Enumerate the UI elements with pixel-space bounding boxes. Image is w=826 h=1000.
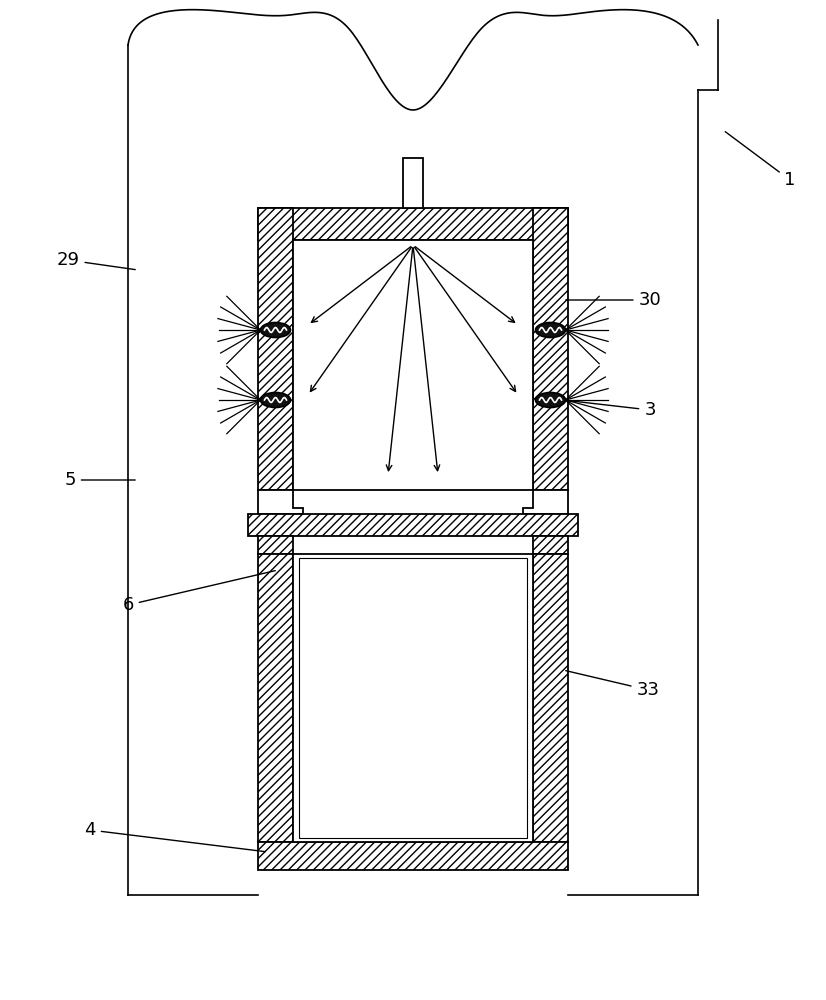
Ellipse shape (260, 392, 291, 408)
Bar (293, 554, 533, 842)
Bar (293, 240, 533, 490)
Text: 1: 1 (725, 132, 795, 189)
Bar (533, 554, 568, 842)
Text: 29: 29 (56, 251, 135, 270)
Ellipse shape (535, 392, 566, 408)
Text: 30: 30 (566, 291, 662, 309)
Polygon shape (258, 490, 303, 514)
Text: 4: 4 (84, 821, 265, 852)
Text: 6: 6 (122, 571, 275, 614)
Polygon shape (523, 490, 568, 514)
Bar (248, 514, 578, 536)
Bar (258, 842, 568, 870)
Ellipse shape (260, 322, 291, 338)
Text: 33: 33 (566, 671, 659, 699)
Bar (258, 208, 568, 240)
Text: 3: 3 (566, 400, 656, 419)
Bar (403, 158, 423, 208)
Bar (258, 554, 293, 842)
Bar (533, 208, 568, 490)
Bar (258, 208, 293, 490)
Ellipse shape (535, 322, 566, 338)
Text: 5: 5 (64, 471, 135, 489)
Bar (533, 536, 568, 554)
Bar (299, 558, 527, 838)
Bar (258, 536, 293, 554)
